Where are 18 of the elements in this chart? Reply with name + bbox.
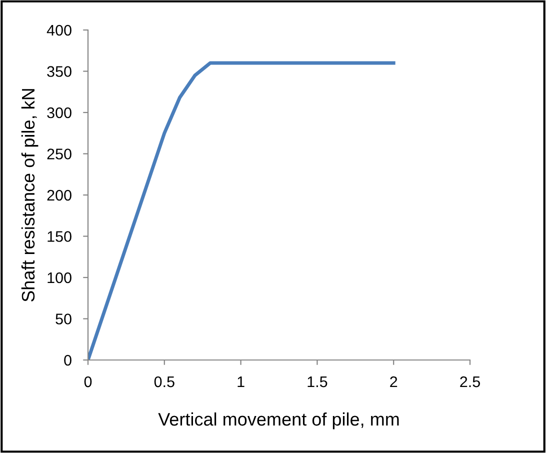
y-tick-label: 350 <box>47 66 72 77</box>
y-tick-label: 400 <box>46 24 72 36</box>
x-tick-label: 0 <box>84 376 92 388</box>
y-tick-label: 200 <box>47 190 72 201</box>
x-tick-label: 0.5 <box>154 376 174 388</box>
x-tick-label: 1 <box>238 376 244 388</box>
y-tick-label: 0 <box>64 354 72 366</box>
y-axis-title: Shaft resistance of pile, kN <box>21 89 38 302</box>
y-tick-label: 150 <box>48 231 72 242</box>
x-tick-label: 2 <box>390 376 398 388</box>
x-tick-label: 1.5 <box>308 376 328 388</box>
y-tick-label: 50 <box>56 314 72 324</box>
line-series <box>88 61 396 360</box>
x-axis-title: Vertical movement of pile, mm <box>158 412 399 430</box>
y-tick-label: 300 <box>47 107 72 118</box>
y-tick-label: 250 <box>47 148 72 160</box>
x-tick-label: 2.5 <box>460 376 480 388</box>
y-tick-label: 100 <box>48 272 72 284</box>
